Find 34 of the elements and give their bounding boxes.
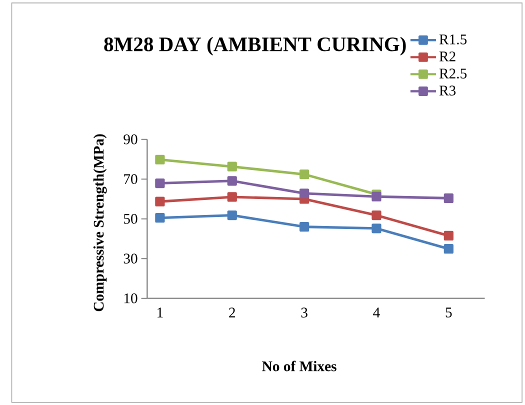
point (300, 188, 310, 198)
x-tick-label: 4 (373, 308, 380, 318)
point (300, 222, 310, 232)
y-tick-label: 70 (124, 174, 138, 184)
point (300, 169, 310, 179)
point (227, 162, 237, 172)
point (372, 210, 382, 220)
point (372, 223, 382, 234)
point (227, 210, 237, 220)
x-tick-label: 1 (158, 308, 163, 318)
x-tick-label: 5 (446, 308, 452, 318)
point (155, 178, 165, 188)
point (227, 176, 237, 186)
point (155, 196, 165, 206)
legend-label: R2 (439, 51, 456, 62)
point (444, 193, 454, 203)
y-tick-label: 30 (124, 254, 138, 264)
x-tick-label: 3 (301, 308, 308, 318)
x-tick-label: 2 (229, 308, 235, 318)
legend-label: R1.5 (439, 34, 467, 44)
point (155, 154, 165, 164)
chart-title: 8M28 DAY (AMBIENT CURING) (104, 36, 406, 56)
point (227, 192, 237, 202)
y-tick-label: 90 (124, 134, 138, 144)
y-axis-title: Compressive Strength(MPa) (93, 134, 107, 312)
x-axis-title: No of Mixes (262, 360, 336, 372)
legend-label: R3 (439, 86, 456, 96)
y-tick-label: 50 (124, 214, 138, 224)
point (155, 212, 165, 223)
y-tick-label: 10 (124, 293, 138, 304)
legend-label: R2.5 (439, 68, 467, 78)
point (372, 192, 382, 202)
point (444, 244, 454, 254)
point (444, 230, 454, 240)
